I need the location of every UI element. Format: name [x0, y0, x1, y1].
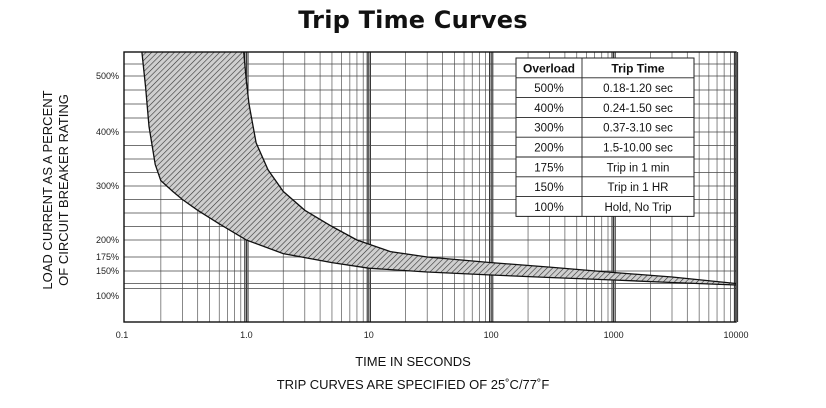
x-axis-label: TIME IN SECONDS [355, 354, 471, 369]
table-cell: 175% [534, 162, 563, 174]
plot-frame [123, 51, 737, 323]
y-tick-label: 200% [96, 235, 119, 245]
x-tick-label: 1000 [604, 330, 624, 340]
x-tick-label: 10 [364, 330, 374, 340]
trip-band [141, 52, 736, 285]
table-cell: 150% [534, 182, 563, 194]
upper-bound-curve [243, 52, 736, 285]
y-tick-labels: 500% 400% 300% 200% 175% 150% 100% [96, 71, 119, 301]
table-header-cell: Overload [523, 61, 575, 75]
table-cell: 200% [534, 143, 563, 155]
table-cell: 500% [534, 83, 563, 95]
table-cell: Trip in 1 min [607, 162, 670, 174]
y-tick-label: 150% [96, 266, 119, 276]
table-cell: 0.18-1.20 sec [603, 83, 673, 95]
trip-band-layer [141, 52, 736, 286]
table-header-cell: Trip Time [611, 61, 664, 75]
chart-title: Trip Time Curves [298, 6, 528, 34]
y-tick-label: 300% [96, 181, 119, 191]
table-cell: 0.37-3.10 sec [603, 123, 673, 135]
table-cell: 400% [534, 103, 563, 115]
table-cell: 0.24-1.50 sec [603, 103, 673, 115]
plot-frame-layer [123, 51, 737, 323]
y-tick-label: 500% [96, 71, 119, 81]
lower-bound-curve [141, 52, 736, 286]
overload-table: Overload Trip Time 500% 0.18-1.20 sec 400% 0.… [515, 57, 695, 217]
y-tick-label: 400% [96, 127, 119, 137]
y-tick-label: 175% [96, 252, 119, 262]
x-tick-label: 0.1 [116, 330, 129, 340]
table-cell: Hold, No Trip [604, 202, 671, 214]
temperature-note: TRIP CURVES ARE SPECIFIED OF 25˚C/77˚F [276, 377, 550, 392]
table-cell: 1.5-10.00 sec [603, 143, 673, 155]
x-tick-label: 100 [484, 330, 499, 340]
table-cell: 300% [534, 123, 563, 135]
x-tick-label: 1.0 [240, 330, 253, 340]
x-tick-labels: 0.1 1.0 10 100 1000 10000 [116, 330, 749, 340]
x-tick-label: 10000 [723, 330, 748, 340]
table-cell: Trip in 1 HR [608, 182, 669, 194]
table-cell: 100% [534, 202, 563, 214]
y-tick-label: 100% [96, 291, 119, 301]
